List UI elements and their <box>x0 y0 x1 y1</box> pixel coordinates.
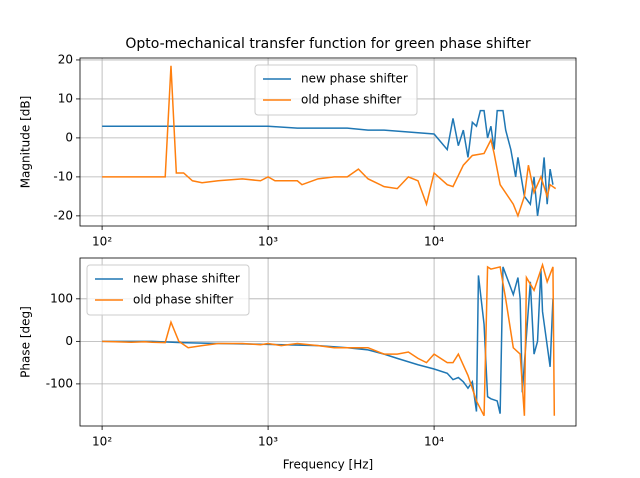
legend-box <box>254 64 418 116</box>
series-line <box>102 65 557 219</box>
x-tick-label: 10² <box>92 435 112 449</box>
y-tick-label: 0 <box>65 334 73 348</box>
y-tick-label: 20 <box>58 52 73 66</box>
x-tick-label: 10⁴ <box>424 235 444 249</box>
x-tick-label: 10² <box>92 235 112 249</box>
x-tick-label: 10⁴ <box>424 435 444 449</box>
legend-label: new phase shifter <box>133 272 240 286</box>
axes-frame <box>79 57 577 227</box>
y-tick-label: 10 <box>58 91 73 105</box>
legend-label: old phase shifter <box>301 93 401 107</box>
y-tick-label: -10 <box>53 169 73 183</box>
axes-frame <box>79 257 577 427</box>
y-tick-label: 100 <box>50 291 73 305</box>
chart-title: Opto-mechanical transfer function for gr… <box>125 36 531 52</box>
y-tick-label: -20 <box>53 208 73 222</box>
series-line <box>102 262 556 417</box>
y-tick-label: 0 <box>65 130 73 144</box>
y-axis-label: Magnitude [dB] <box>19 96 33 189</box>
legend-label: new phase shifter <box>301 72 408 86</box>
x-axis-label: Frequency [Hz] <box>283 458 374 472</box>
legend-box <box>86 264 250 316</box>
y-axis-label: Phase [deg] <box>19 306 33 378</box>
x-tick-label: 10³ <box>258 435 278 449</box>
series-line <box>102 109 554 216</box>
legend-label: old phase shifter <box>133 293 233 307</box>
x-tick-label: 10³ <box>258 235 278 249</box>
y-tick-label: -100 <box>46 376 73 390</box>
